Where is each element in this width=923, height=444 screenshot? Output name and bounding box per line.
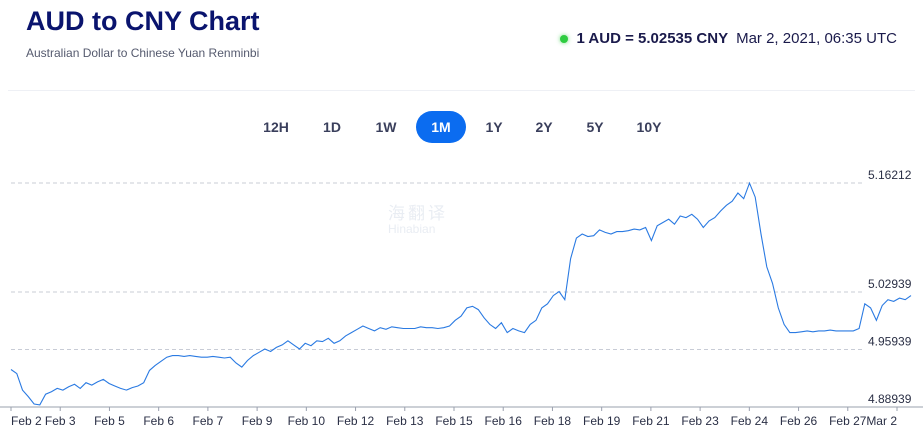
x-tick-label: Feb 6 — [143, 414, 174, 428]
tab-10y[interactable]: 10Y — [636, 119, 662, 135]
x-tick-label: Feb 12 — [337, 414, 375, 428]
x-tick-label: Feb 23 — [681, 414, 719, 428]
x-tick-label: Mar 2 — [866, 414, 897, 428]
y-tick-label: 4.95939 — [868, 335, 912, 349]
time-range-tabs: 12H 1D 1W 1M 1Y 2Y 5Y 10Y — [0, 111, 923, 143]
tab-5y[interactable]: 5Y — [586, 119, 604, 135]
x-tick-label: Feb 5 — [94, 414, 125, 428]
x-tick-label: Feb 3 — [45, 414, 76, 428]
x-tick-label: Feb 18 — [534, 414, 572, 428]
x-tick-label: Feb 13 — [386, 414, 424, 428]
x-tick-label: Feb 10 — [288, 414, 326, 428]
rate-timestamp: Mar 2, 2021, 06:35 UTC — [736, 30, 897, 47]
y-tick-label: 5.02939 — [868, 277, 912, 291]
x-tick-label: Feb 27 — [829, 414, 867, 428]
x-tick-label: Feb 16 — [485, 414, 523, 428]
x-tick-label: Feb 26 — [780, 414, 818, 428]
y-tick-label: 5.16212 — [868, 168, 912, 182]
watermark-text: 海翻译 — [388, 204, 448, 223]
x-tick-label: Feb 24 — [731, 414, 769, 428]
tab-1y[interactable]: 1Y — [485, 119, 503, 135]
watermark-subtext: Hinabian — [388, 222, 436, 236]
x-tick-label: Feb 7 — [193, 414, 224, 428]
page-subtitle: Australian Dollar to Chinese Yuan Renmin… — [26, 46, 260, 60]
rate-value: 1 AUD = 5.02535 CNY — [576, 30, 729, 47]
tab-2y[interactable]: 2Y — [535, 119, 553, 135]
header-divider — [8, 90, 915, 91]
tab-1m[interactable]: 1M — [416, 111, 466, 143]
tab-12h[interactable]: 12H — [263, 119, 289, 135]
live-rate: 1 AUD = 5.02535 CNY Mar 2, 2021, 06:35 U… — [560, 30, 897, 47]
y-tick-label: 4.88939 — [868, 392, 912, 406]
page-title: AUD to CNY Chart — [26, 6, 260, 36]
live-status-dot-icon — [560, 34, 569, 43]
x-tick-label: Feb 9 — [242, 414, 273, 428]
x-tick-label: Feb 19 — [583, 414, 621, 428]
series-line — [10, 181, 912, 406]
tab-1w[interactable]: 1W — [375, 119, 397, 135]
x-tick-label: Feb 15 — [435, 414, 473, 428]
tab-1d[interactable]: 1D — [323, 119, 341, 135]
x-tick-label: Feb 2 — [11, 414, 42, 428]
x-tick-label: Feb 21 — [632, 414, 670, 428]
